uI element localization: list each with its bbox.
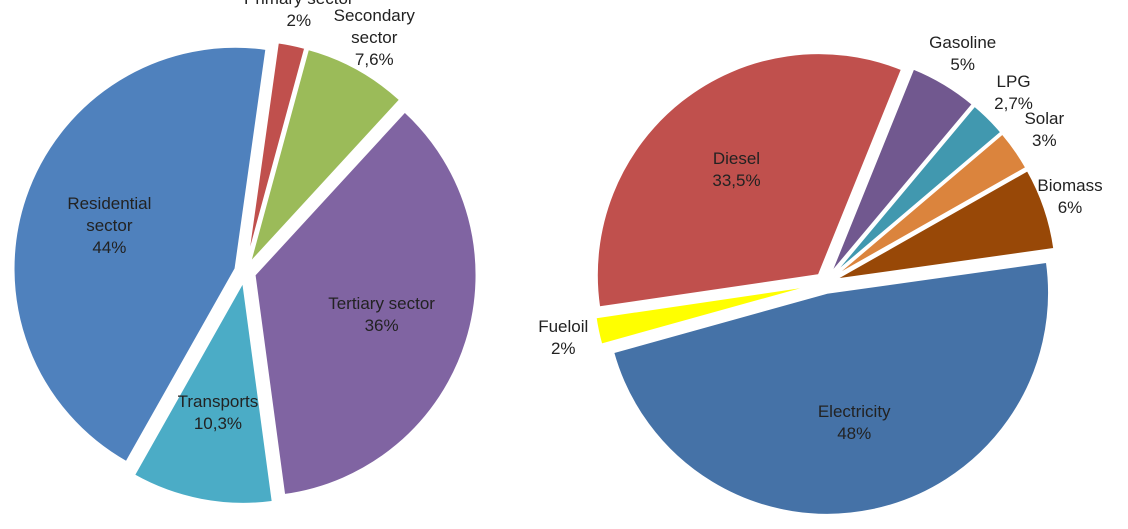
category-label: Fueloil: [538, 317, 589, 337]
value-label: 2%: [286, 10, 312, 30]
data-label: Residential sector 44%: [54, 193, 164, 259]
category-label: LPG: [996, 72, 1031, 92]
value-label: 7,6%: [354, 49, 394, 69]
value-label: 6%: [1057, 197, 1083, 217]
data-label: Gasoline 5%: [908, 32, 1018, 76]
data-label: Secondary sector 7,6%: [319, 5, 429, 71]
pie-slice: [248, 47, 402, 264]
value-label: 48%: [837, 424, 872, 444]
category-label: Primary sector: [244, 0, 354, 10]
data-label: Biomass 6%: [1015, 175, 1125, 219]
category-label: Secondary sector: [333, 5, 415, 47]
pie-slice: [833, 168, 1056, 281]
category-label: Electricity: [817, 402, 891, 422]
pie-slice: [594, 284, 816, 346]
value-label: 33,5%: [712, 171, 761, 191]
data-label: Diesel 33,5%: [681, 148, 791, 192]
category-label: Gasoline: [929, 32, 997, 52]
category-label: Transports: [177, 391, 259, 411]
category-label: Residential sector: [67, 194, 152, 236]
value-label: 36%: [364, 315, 399, 335]
pie-slice: [595, 52, 904, 309]
pie-slice: [831, 104, 1003, 277]
category-label: Solar: [1024, 108, 1065, 128]
data-label: LPG 2,7%: [959, 71, 1069, 115]
pie-slice: [611, 260, 1050, 516]
data-label: Fueloil 2%: [508, 316, 618, 360]
category-label: Diesel: [712, 149, 761, 169]
value-label: 3%: [1031, 130, 1057, 150]
data-label: Solar 3%: [989, 108, 1099, 152]
pie-slice: [253, 110, 478, 497]
pie-slice: [832, 132, 1028, 279]
value-label: 10,3%: [193, 413, 243, 433]
pie-slice: [132, 278, 274, 505]
value-label: 2%: [550, 339, 576, 359]
value-label: 2,7%: [994, 94, 1033, 114]
pie-slice: [829, 67, 975, 276]
value-label: 44%: [92, 238, 127, 258]
data-label: Tertiary sector 36%: [327, 293, 437, 337]
category-label: Biomass: [1037, 175, 1103, 195]
data-label: Primary sector2%: [244, 0, 354, 32]
data-label: Transports 10,3%: [163, 391, 273, 435]
value-label: 5%: [950, 54, 975, 74]
pie-slice: [12, 45, 268, 464]
category-label: Tertiary sector: [328, 293, 435, 313]
pie-slice: [246, 41, 307, 263]
data-label: Electricity 48%: [799, 401, 909, 445]
